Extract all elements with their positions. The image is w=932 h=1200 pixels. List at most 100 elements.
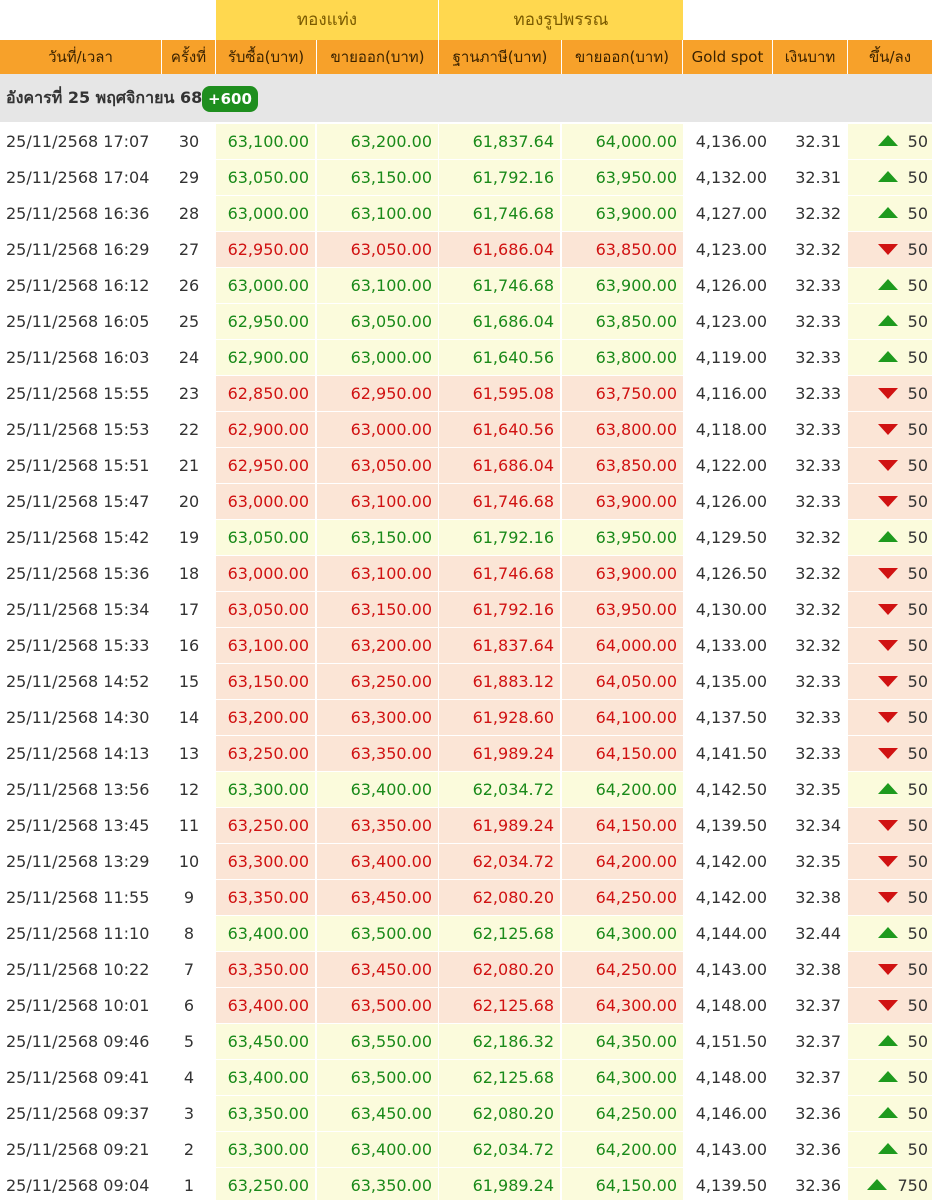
table-row: 25/11/2568 16:29 27 62,950.00 63,050.00 61,6… [0,232,932,268]
row-jewelry-base-price: 62,080.20 [439,1096,561,1131]
row-jewelry-base-price: 61,686.04 [439,304,561,339]
row-bar-sell-price: 63,150.00 [317,520,438,555]
row-time: 25/11/2568 15:47 [6,492,150,511]
down-arrow-icon [877,460,898,471]
row-jewelry-sell-price: 64,200.00 [562,1132,683,1167]
row-time: 25/11/2568 10:22 [6,960,150,979]
row-jewelry-sell-price: 64,250.00 [562,952,683,987]
row-bar-sell-price: 63,550.00 [317,1024,438,1059]
row-gold-spot: 4,119.00 [695,348,767,367]
col-header-change[interactable]: ขึ้น/ลง [868,48,912,66]
row-thb-rate: 32.32 [795,564,841,583]
row-jewelry-base-price: 62,034.72 [439,844,561,879]
down-arrow-icon [877,568,898,579]
row-gold-spot: 4,130.00 [695,600,767,619]
col-header-no[interactable]: ครั้งที่ [162,40,216,74]
row-thb-rate: 32.32 [795,600,841,619]
row-change-value: 50 [907,312,928,331]
row-change: 50 [848,808,932,843]
row-gold-spot: 4,118.00 [695,420,767,439]
down-arrow-icon [877,424,898,435]
row-bar-buy-price: 62,900.00 [216,340,316,375]
down-arrow-icon [877,964,898,975]
row-jewelry-base-price: 61,928.60 [439,700,561,735]
row-bar-buy-price: 63,250.00 [216,736,316,771]
up-arrow-icon [877,279,898,290]
row-jewelry-sell-price: 63,850.00 [562,448,683,483]
up-arrow-icon [877,171,898,182]
row-bar-sell-price: 63,200.00 [317,124,438,159]
row-time: 25/11/2568 15:42 [6,528,150,547]
row-change: 50 [848,448,932,483]
col-header-bar-buy[interactable]: รับซื้อ(บาท) [216,40,317,74]
up-arrow-icon [877,531,898,542]
row-gold-spot: 4,135.00 [695,672,767,691]
row-change: 50 [848,988,932,1023]
col-header-time[interactable]: วันที่/เวลา [0,40,162,74]
table-row: 25/11/2568 15:36 18 63,000.00 63,100.00 61,7… [0,556,932,592]
row-time: 25/11/2568 15:33 [6,636,150,655]
row-bar-buy-price: 63,100.00 [216,124,316,159]
row-gold-spot: 4,142.00 [695,888,767,907]
row-number: 2 [183,1140,195,1159]
table-row: 25/11/2568 09:46 5 63,450.00 63,550.00 62,18… [0,1024,932,1060]
row-time: 25/11/2568 16:29 [6,240,150,259]
row-jewelry-base-price: 62,080.20 [439,880,561,915]
row-time: 25/11/2568 17:04 [6,168,150,187]
row-time: 25/11/2568 16:12 [6,276,150,295]
row-bar-sell-price: 63,350.00 [317,736,438,771]
down-arrow-icon [877,388,898,399]
up-arrow-icon [877,207,898,218]
row-bar-buy-price: 63,400.00 [216,916,316,951]
row-thb-rate: 32.36 [795,1140,841,1159]
row-jewelry-sell-price: 64,100.00 [562,700,683,735]
row-number: 25 [178,312,200,331]
row-bar-sell-price: 63,150.00 [317,160,438,195]
down-arrow-icon [877,892,898,903]
row-change: 50 [848,160,932,195]
row-jewelry-base-price: 61,837.64 [439,124,561,159]
row-bar-sell-price: 63,000.00 [317,412,438,447]
row-gold-spot: 4,146.00 [695,1104,767,1123]
row-gold-spot: 4,136.00 [695,132,767,151]
row-change: 50 [848,268,932,303]
row-jewelry-sell-price: 63,950.00 [562,520,683,555]
table-row: 25/11/2568 17:07 30 63,100.00 63,200.00 61,8… [0,124,932,160]
row-bar-buy-price: 63,100.00 [216,628,316,663]
row-gold-spot: 4,126.00 [695,276,767,295]
row-change-value: 50 [907,420,928,439]
col-header-thb[interactable]: เงินบาท [773,40,848,74]
row-jewelry-sell-price: 64,050.00 [562,664,683,699]
col-header-gold-spot[interactable]: Gold spot [683,40,773,74]
row-jewelry-sell-price: 64,150.00 [562,1168,683,1200]
col-header-jewelry-sell[interactable]: ขายออก(บาท) [562,40,683,74]
col-header-bar-sell[interactable]: ขายออก(บาท) [317,40,439,74]
row-time: 25/11/2568 11:10 [6,924,150,943]
row-jewelry-base-price: 61,640.56 [439,340,561,375]
row-jewelry-sell-price: 63,900.00 [562,484,683,519]
row-bar-sell-price: 63,350.00 [317,1168,438,1200]
row-jewelry-sell-price: 63,850.00 [562,304,683,339]
row-jewelry-sell-price: 64,300.00 [562,988,683,1023]
col-header-jewelry-base[interactable]: ฐานภาษี(บาท) [439,40,562,74]
row-jewelry-sell-price: 64,150.00 [562,808,683,843]
row-bar-sell-price: 63,050.00 [317,232,438,267]
row-change-value: 50 [907,852,928,871]
row-time: 25/11/2568 13:45 [6,816,150,835]
row-jewelry-sell-price: 64,200.00 [562,772,683,807]
row-thb-rate: 32.33 [795,456,841,475]
row-bar-buy-price: 63,300.00 [216,772,316,807]
row-bar-buy-price: 63,350.00 [216,952,316,987]
row-number: 26 [178,276,200,295]
row-jewelry-base-price: 62,080.20 [439,952,561,987]
row-thb-rate: 32.31 [795,168,841,187]
row-bar-sell-price: 63,150.00 [317,592,438,627]
row-bar-sell-price: 63,500.00 [317,988,438,1023]
row-time: 25/11/2568 15:55 [6,384,150,403]
row-time: 25/11/2568 11:55 [6,888,150,907]
row-thb-rate: 32.33 [795,708,841,727]
row-bar-buy-price: 63,450.00 [216,1024,316,1059]
row-change: 50 [848,1060,932,1095]
down-arrow-icon [877,604,898,615]
down-arrow-icon [877,1000,898,1011]
